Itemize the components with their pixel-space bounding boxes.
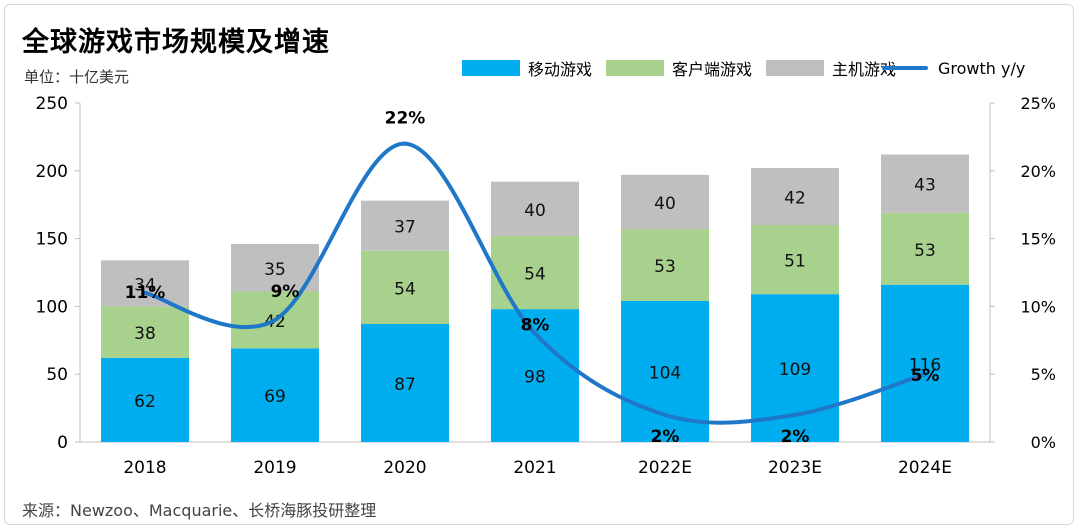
growth-value-label: 2% [781, 427, 810, 447]
bar-console [621, 174, 709, 230]
growth-point [403, 141, 407, 146]
bar-mobile-label: 69 [264, 387, 286, 407]
bar-pc [881, 212, 969, 285]
x-tick-label: 2020 [383, 458, 426, 478]
chart-title: 全球游戏市场规模及增速 [22, 27, 330, 58]
legend-line-growth [882, 66, 928, 70]
legend-label-pc: 客户端游戏 [672, 60, 753, 79]
x-tick-label: 2024E [898, 458, 952, 478]
bar-pc-label: 53 [914, 241, 936, 261]
bar-console [101, 260, 189, 307]
bar-console-label: 43 [914, 176, 936, 196]
y2-tick-label: 20% [1020, 162, 1056, 181]
bar-mobile [231, 348, 319, 442]
growth-value-label: 9% [271, 282, 300, 302]
bar-mobile-label: 116 [909, 355, 941, 375]
legend-label-mobile: 移动游戏 [528, 60, 593, 79]
growth-value-label: 2% [651, 427, 680, 447]
bar-console [881, 154, 969, 213]
y2-tick-label: 5% [1031, 365, 1056, 384]
legend-swatch-mobile [462, 60, 520, 76]
bar-console [751, 168, 839, 226]
bar-pc [361, 250, 449, 325]
legend-swatch-pc [606, 60, 664, 76]
growth-point [923, 372, 927, 377]
bar-pc [101, 306, 189, 358]
growth-point [273, 317, 277, 322]
bar-mobile-label: 87 [394, 375, 416, 395]
bar-pc-label: 38 [134, 324, 156, 344]
bar-mobile [881, 284, 969, 442]
bar-mobile [361, 324, 449, 442]
growth-value-label: 5% [911, 366, 940, 386]
bar-mobile-label: 62 [134, 392, 156, 412]
bar-console-label: 35 [264, 260, 286, 280]
bar-mobile-label: 109 [779, 360, 811, 380]
x-tick-label: 2019 [253, 458, 296, 478]
bar-pc-label: 54 [524, 265, 546, 285]
y2-tick-label: 25% [1020, 94, 1056, 113]
legend-item-pc: 客户端游戏 [606, 57, 752, 79]
growth-point [143, 290, 147, 295]
y-tick-label: 250 [36, 94, 68, 114]
growth-value-label: 22% [385, 109, 426, 129]
bar-mobile [621, 300, 709, 442]
y-tick-label: 200 [36, 162, 68, 182]
chart-frame [4, 4, 1074, 525]
legend-label-console: 主机游戏 [832, 60, 897, 79]
bar-pc-label: 54 [394, 279, 416, 299]
legend-item-growth: Growth y/y [882, 57, 1025, 79]
bar-console-label: 34 [134, 275, 156, 295]
growth-point [533, 331, 537, 336]
y-tick-label: 50 [46, 365, 68, 385]
x-tick-label: 2021 [513, 458, 556, 478]
growth-point [793, 412, 797, 417]
legend-label-growth: Growth y/y [938, 58, 1026, 78]
x-tick-label: 2018 [123, 458, 166, 478]
legend-item-console: 主机游戏 [766, 57, 896, 79]
bar-console-label: 37 [394, 218, 416, 238]
bar-mobile-label: 104 [649, 363, 681, 383]
bar-mobile-label: 98 [524, 368, 546, 388]
bar-pc [491, 235, 579, 310]
growth-value-label: 11% [125, 283, 166, 303]
unit-label: 单位：十亿美元 [24, 68, 130, 86]
y2-tick-label: 15% [1020, 230, 1056, 249]
y2-tick-label: 0% [1031, 433, 1056, 452]
bar-pc [621, 229, 709, 301]
legend-swatch-console [766, 60, 824, 76]
bar-console-label: 40 [524, 201, 546, 221]
bar-console [361, 200, 449, 251]
y-tick-label: 0 [57, 433, 68, 453]
bar-pc-label: 53 [654, 257, 676, 277]
bar-pc-label: 51 [784, 252, 806, 272]
bar-mobile [101, 357, 189, 442]
bar-console-label: 40 [654, 194, 676, 214]
source-note: 来源：Newzoo、Macquarie、长桥海豚投研整理 [22, 501, 377, 520]
y-tick-label: 150 [36, 230, 68, 250]
bar-pc [751, 225, 839, 295]
bar-console [491, 181, 579, 236]
legend-item-mobile: 移动游戏 [462, 57, 592, 79]
y-tick-label: 100 [36, 297, 68, 317]
growth-point [663, 412, 667, 417]
x-tick-label: 2022E [638, 458, 692, 478]
growth-value-label: 8% [521, 316, 550, 336]
x-tick-label: 2023E [768, 458, 822, 478]
bar-console-label: 42 [784, 189, 806, 209]
y2-tick-label: 10% [1020, 297, 1056, 316]
